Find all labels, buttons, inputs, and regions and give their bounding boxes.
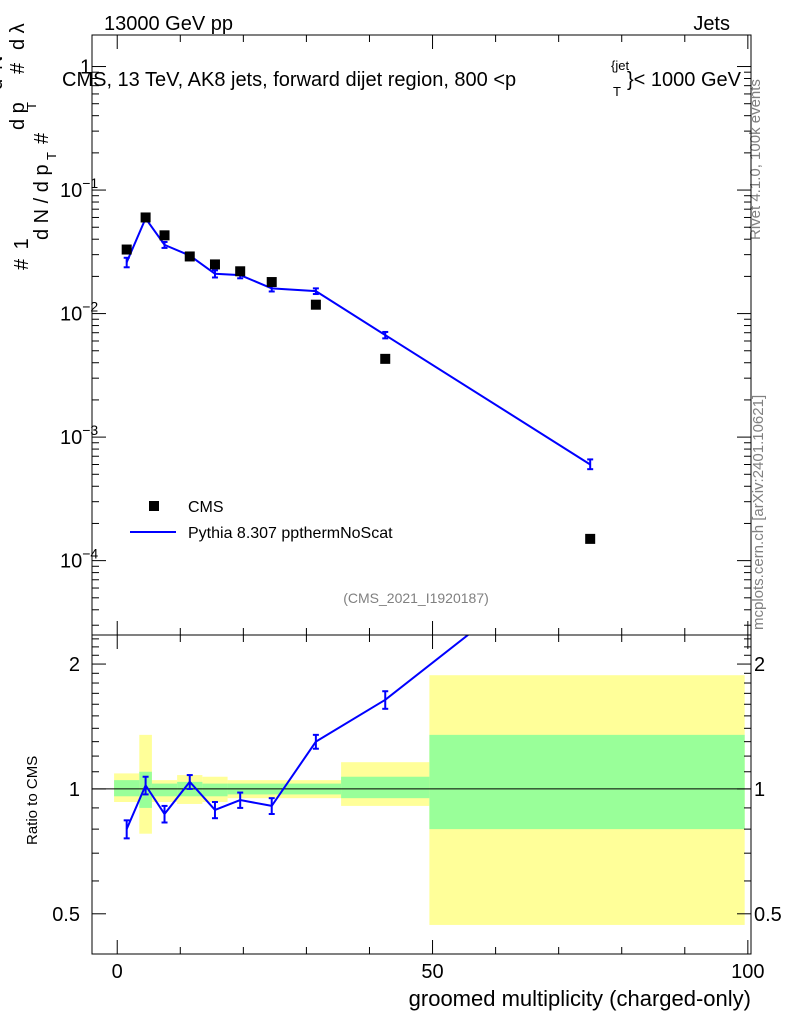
svg-text:N: N [0, 56, 7, 70]
ratio-y-tick-label: 2 [69, 654, 80, 676]
svg-text:T: T [44, 152, 59, 160]
legend-marker-cms [149, 501, 159, 511]
ratio-band-inner [429, 734, 745, 830]
cms-data-point [585, 533, 596, 544]
y-tick-label: 10−1 [60, 175, 98, 202]
x-axis-label: groomed multiplicity (charged-only) [409, 986, 751, 1011]
ratio-band-inner [151, 783, 178, 797]
svg-text:#: # [31, 132, 53, 144]
cms-data-point [380, 353, 391, 364]
cms-data-point [209, 259, 220, 270]
cms-data-point [184, 251, 195, 262]
legend-label-cms: CMS [188, 499, 224, 516]
svg-text:d λ: d λ [7, 23, 29, 50]
legend: CMS Pythia 8.307 ppthermNoScat [130, 499, 393, 542]
y-tick-label: 1 [80, 57, 91, 79]
mcplots-credit-label: mcplots.cern.ch [arXiv:2401.10621] [750, 395, 767, 630]
ratio-y-tick-label-right: 1 [754, 779, 765, 801]
plot-title: CMS, 13 TeV, AK8 jets, forward dijet reg… [62, 69, 516, 91]
x-tick-label: 50 [421, 961, 443, 983]
svg-text:d N / d p: d N / d p [31, 164, 53, 240]
svg-text:T: T [24, 102, 39, 110]
cms-data-point [159, 230, 170, 241]
rivet-version-label: Rivet 4.1.0, 100k events [747, 79, 764, 240]
ratio-frame [91, 634, 752, 955]
svg-text:d p: d p [7, 102, 29, 130]
svg-text:# 1: # 1 [11, 238, 33, 270]
plot-title-main: CMS, 13 TeV, AK8 jets, forward dijet reg… [62, 69, 516, 91]
ratio-y-tick-label-right: 0.5 [754, 904, 782, 926]
ratio-y-tick-label-right: 2 [754, 654, 765, 676]
ratio-y-tick-label: 1 [69, 779, 80, 801]
x-tick-label: 100 [731, 961, 764, 983]
main-frame [91, 34, 752, 636]
cms-data-point [121, 244, 132, 255]
ratio-plot-panel: 0.5 0.5 1 1 2 2 0 50 100 [52, 634, 782, 983]
y-tick-label: 10−2 [60, 299, 98, 326]
header-category: Jets [693, 13, 730, 35]
header-energy: 13000 GeV pp [104, 13, 233, 35]
x-tick-label: 0 [112, 961, 123, 983]
main-plot-panel: 10−4 10−3 10−2 10−1 1 [60, 34, 752, 636]
ratio-band-inner [114, 780, 140, 797]
y-tick-label: 10−3 [60, 422, 98, 449]
pythia-line [125, 216, 591, 466]
y-tick-label: 10−4 [60, 546, 98, 573]
plot-title-sub: T [613, 84, 621, 99]
ratio-y-tick-label: 0.5 [52, 904, 80, 926]
cms-data-point [310, 299, 321, 310]
svg-text:d: d [0, 79, 7, 90]
plot-title-sup: {jet [611, 58, 629, 73]
ratio-content [92, 635, 751, 925]
svg-text:#: # [7, 62, 29, 74]
cms-data-point [235, 266, 246, 277]
cms-data-point [266, 277, 277, 288]
legend-label-pythia: Pythia 8.307 ppthermNoScat [188, 525, 393, 542]
plot-title-end: }< 1000 GeV [627, 69, 742, 91]
ratio-band-inner [341, 776, 430, 799]
cms-data-point [140, 212, 151, 223]
main-y-axis-label: # 1 d N / d p T # d p T # d 2 N d λ [0, 23, 59, 270]
analysis-id: (CMS_2021_I1920187) [343, 590, 489, 606]
ratio-y-axis-label: Ratio to CMS [24, 756, 41, 845]
ratio-band-inner [202, 783, 228, 797]
ratio-line [125, 635, 470, 830]
